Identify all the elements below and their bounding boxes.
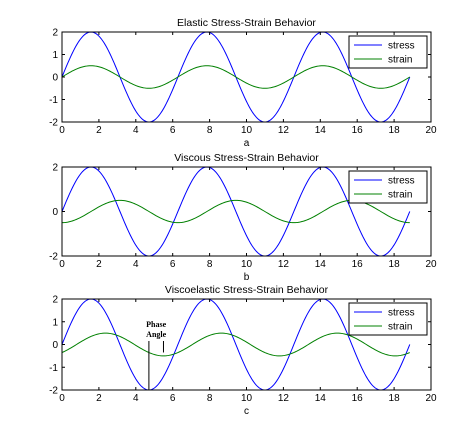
x-tick-label: 10 [241, 125, 253, 136]
x-tick-label: 6 [170, 393, 176, 404]
subplot-title: Elastic Stress-Strain Behavior [177, 17, 316, 29]
x-tick-label: 14 [315, 259, 327, 270]
y-tick-label: -2 [49, 252, 58, 263]
y-tick-label: 0 [52, 73, 58, 84]
y-tick-label: 0 [52, 207, 58, 218]
x-tick-label: 18 [389, 259, 401, 270]
x-tick-label: 10 [241, 393, 253, 404]
series-line-strain [61, 332, 410, 357]
annotation-text: Phase [146, 320, 166, 329]
x-tick-label: 18 [389, 393, 401, 404]
legend: stress strain [348, 170, 428, 204]
subplot-2: Viscoelastic Stress-Strain Behavior Phase… [49, 284, 437, 417]
series-line-stress [61, 298, 411, 391]
y-tick-label: 2 [52, 163, 58, 174]
x-tick-label: 16 [352, 393, 364, 404]
x-tick-label: 6 [170, 125, 176, 136]
x-tick-label: 0 [59, 125, 65, 136]
y-tick-label: 0 [52, 340, 58, 351]
y-tick-label: 2 [52, 295, 58, 306]
x-tick-label: 2 [96, 125, 102, 136]
x-tick-label: 18 [389, 125, 401, 136]
series-line-stress [61, 166, 411, 257]
x-tick-label: 16 [352, 259, 364, 270]
x-axis-label: a [244, 138, 250, 149]
legend-entry-stress: stress [388, 308, 415, 319]
subplot-title: Viscoelastic Stress-Strain Behavior [165, 284, 329, 296]
x-tick-label: 8 [207, 125, 213, 136]
x-tick-label: 4 [133, 393, 139, 404]
x-tick-label: 6 [170, 259, 176, 270]
x-tick-label: 0 [59, 259, 65, 270]
subplot-title: Viscous Stress-Strain Behavior [174, 152, 319, 164]
legend-entry-stress: stress [388, 176, 415, 187]
x-axis-label: c [244, 406, 249, 417]
x-tick-label: 8 [207, 259, 213, 270]
x-tick-label: 4 [133, 259, 139, 270]
x-tick-label: 12 [278, 393, 290, 404]
x-tick-label: 20 [425, 259, 437, 270]
x-tick-label: 2 [96, 259, 102, 270]
legend: stress strain [348, 302, 428, 336]
legend-entry-strain: strain [388, 190, 412, 201]
x-tick-label: 16 [352, 125, 364, 136]
x-tick-label: 12 [278, 125, 290, 136]
y-tick-label: 1 [52, 50, 58, 61]
x-tick-label: 12 [278, 259, 290, 270]
y-tick-label: -1 [49, 363, 58, 374]
legend-box [348, 302, 428, 336]
legend: stress strain [348, 35, 428, 69]
x-tick-label: 14 [315, 125, 327, 136]
x-tick-label: 10 [241, 259, 253, 270]
y-tick-label: -1 [49, 95, 58, 106]
x-tick-label: 20 [425, 393, 437, 404]
legend-box [348, 35, 428, 69]
y-tick-label: 2 [52, 28, 58, 39]
x-tick-label: 2 [96, 393, 102, 404]
series-line-strain [61, 65, 411, 89]
annotation-text: Angle [146, 330, 166, 339]
x-tick-label: 20 [425, 125, 437, 136]
x-axis-label: b [244, 272, 250, 283]
subplot-1: Viscous Stress-Strain Behavior 0 2 4 6 8 10 12 1… [49, 152, 437, 283]
y-tick-label: -2 [49, 386, 58, 397]
legend-entry-strain: strain [388, 55, 412, 66]
x-tick-label: 8 [207, 393, 213, 404]
legend-box [348, 170, 428, 204]
x-tick-label: 0 [59, 393, 65, 404]
legend-entry-strain: strain [388, 322, 412, 333]
x-tick-label: 4 [133, 125, 139, 136]
legend-entry-stress: stress [388, 41, 415, 52]
y-tick-label: -2 [49, 118, 58, 129]
y-tick-label: 1 [52, 317, 58, 328]
x-tick-label: 14 [315, 393, 327, 404]
